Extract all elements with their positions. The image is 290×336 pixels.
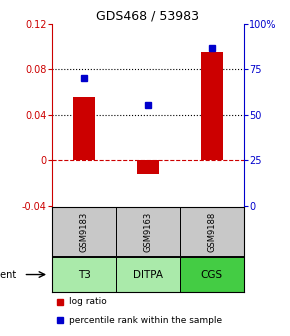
Text: CGS: CGS — [201, 269, 223, 280]
Bar — [180, 257, 244, 292]
Bar — [116, 257, 180, 292]
Title: GDS468 / 53983: GDS468 / 53983 — [96, 9, 200, 23]
Text: DITPA: DITPA — [133, 269, 163, 280]
Bar — [52, 207, 116, 256]
Text: GSM9188: GSM9188 — [207, 212, 216, 252]
Bar — [116, 207, 180, 256]
Bar — [180, 207, 244, 256]
Text: log ratio: log ratio — [69, 297, 107, 306]
Text: GSM9183: GSM9183 — [79, 212, 89, 252]
Bar — [200, 52, 223, 160]
Bar — [137, 160, 159, 174]
Bar — [52, 257, 116, 292]
Bar — [73, 97, 95, 160]
Text: percentile rank within the sample: percentile rank within the sample — [69, 316, 222, 325]
Text: agent: agent — [0, 269, 17, 280]
Text: T3: T3 — [78, 269, 90, 280]
Text: GSM9163: GSM9163 — [143, 212, 153, 252]
